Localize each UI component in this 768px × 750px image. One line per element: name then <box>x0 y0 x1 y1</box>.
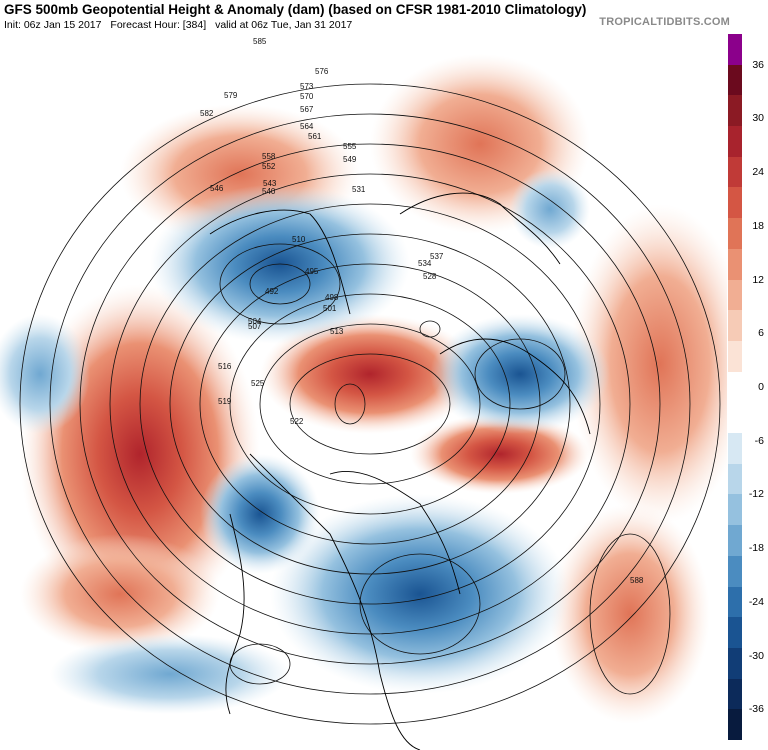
height-contours <box>19 83 721 725</box>
colorbar-segment <box>728 156 742 188</box>
colorbar-segment <box>728 95 742 127</box>
contour-label: 516 <box>218 362 232 371</box>
colorbar-label: -18 <box>748 542 764 555</box>
contour-label: 582 <box>200 109 214 118</box>
colorbar-segment <box>728 525 742 557</box>
trough-pacific-label: - <box>170 666 173 676</box>
contour-label: 588 <box>630 576 644 585</box>
colorbar-label: 30 <box>752 112 764 125</box>
anomaly-shading <box>0 54 727 724</box>
contour-label: 525 <box>251 379 265 388</box>
colorbar-label: -30 <box>748 649 764 662</box>
colorbar-segment <box>728 586 742 618</box>
contour-label: 585 <box>253 37 267 46</box>
contour-label: 522 <box>290 417 304 426</box>
colorbar-segment <box>728 34 742 66</box>
map-title: GFS 500mb Geopotential Height & Anomaly … <box>4 2 587 17</box>
contour-label: 519 <box>218 397 232 406</box>
colorbar-segment <box>728 310 742 342</box>
contour-label: 540 <box>262 187 276 196</box>
trough-europe <box>430 314 610 434</box>
contour-label: 561 <box>308 132 322 141</box>
contour-label: 495 <box>305 267 319 276</box>
coastlines <box>209 192 591 750</box>
colorbar-segment <box>728 279 742 311</box>
ridge-west-coast-label: + <box>140 446 145 456</box>
contour-label: 555 <box>343 142 357 151</box>
contour-label: 552 <box>262 162 276 171</box>
colorbar-segment <box>728 709 742 741</box>
trough-arctic <box>510 169 590 249</box>
contour-label: 576 <box>315 67 329 76</box>
colorbar-segment <box>728 433 742 465</box>
contour-label: 507 <box>248 322 262 331</box>
colorbar-segment <box>728 218 742 250</box>
contour-labels: 585 576 573 570 567 564 561 558 555 552 … <box>200 37 644 585</box>
contour-label: 549 <box>343 155 357 164</box>
contour-label: 564 <box>300 122 314 131</box>
trough-north-america <box>270 494 570 694</box>
colorbar-segment <box>728 126 742 158</box>
forecast-hour: Forecast Hour: [384] <box>110 19 207 31</box>
ridge-atlantic-south <box>550 504 710 724</box>
contour-label: 498 <box>325 293 339 302</box>
colorbar-label: -6 <box>754 434 764 447</box>
contour-label: 492 <box>265 287 279 296</box>
colorbar-segment <box>728 678 742 710</box>
ridge-pacific-south <box>20 534 220 654</box>
contour-label: 558 <box>262 152 276 161</box>
ridge-arctic <box>260 314 480 434</box>
colorbar-segment <box>728 494 742 526</box>
colorbar-segment <box>728 64 742 96</box>
colorbar-label: 24 <box>752 166 764 179</box>
ridge-atlantic-label: + <box>500 446 505 456</box>
contour-label: 504 <box>248 317 262 326</box>
colorbar-segment <box>728 187 742 219</box>
colorbar-segment <box>728 463 742 495</box>
ridge-asia <box>570 204 727 524</box>
ridge-atlantic <box>410 414 590 494</box>
contour-label: 567 <box>300 105 314 114</box>
colorbar-label: 0 <box>758 381 764 393</box>
contour-label: 570 <box>300 92 314 101</box>
colorbar-segment <box>728 340 742 373</box>
contour-label: 537 <box>430 252 444 261</box>
colorbar-segment <box>728 617 742 649</box>
colorbar-segment <box>728 248 742 281</box>
colorbar-label: -12 <box>748 488 764 501</box>
trough-north-america-label: - <box>420 586 423 596</box>
colorbar-label: 36 <box>752 58 764 71</box>
contour-label: 528 <box>423 272 437 281</box>
colorbar-segment <box>728 402 742 434</box>
ridge-arctic-label: + <box>370 366 375 376</box>
anomaly-colorbar: 36 30 24 18 12 6 0 -6 -12 -18 -24 -30 -36 <box>727 34 768 741</box>
colorbar-segment <box>728 555 742 587</box>
valid-time: valid at 06z Tue, Jan 31 2017 <box>215 19 353 31</box>
map-subtitle: Init: 06z Jan 15 2017 Forecast Hour: [38… <box>4 19 358 31</box>
contour-label: 579 <box>224 91 238 100</box>
brand-watermark: TROPICALTIDBITS.COM <box>599 16 730 28</box>
colorbar-segment <box>728 647 742 680</box>
trough-far-west <box>0 314 90 434</box>
polar-map: 585 576 573 570 567 564 561 558 555 552 … <box>0 34 727 750</box>
contour-label: 513 <box>330 327 344 336</box>
contour-label: 546 <box>210 184 224 193</box>
colorbar-label: -36 <box>748 703 764 716</box>
map-canvas: 585 576 573 570 567 564 561 558 555 552 … <box>0 37 727 750</box>
init-time: Init: 06z Jan 15 2017 <box>4 19 102 31</box>
contour-label: 531 <box>352 185 366 194</box>
trough-siberia-label: - <box>520 366 523 376</box>
contour-label: 534 <box>418 259 432 268</box>
colorbar-segment <box>728 371 742 403</box>
colorbar-label: 6 <box>758 327 764 340</box>
contour-label: 501 <box>323 304 337 313</box>
colorbar-label: 12 <box>752 273 764 286</box>
contour-label: 543 <box>263 179 277 188</box>
contour-label: 510 <box>292 235 306 244</box>
contour-label: 573 <box>300 82 314 91</box>
trough-pacific <box>50 634 290 714</box>
colorbar-label: -24 <box>748 595 764 608</box>
colorbar-label: 18 <box>752 219 764 232</box>
ridge-europe-label: + <box>660 356 665 366</box>
